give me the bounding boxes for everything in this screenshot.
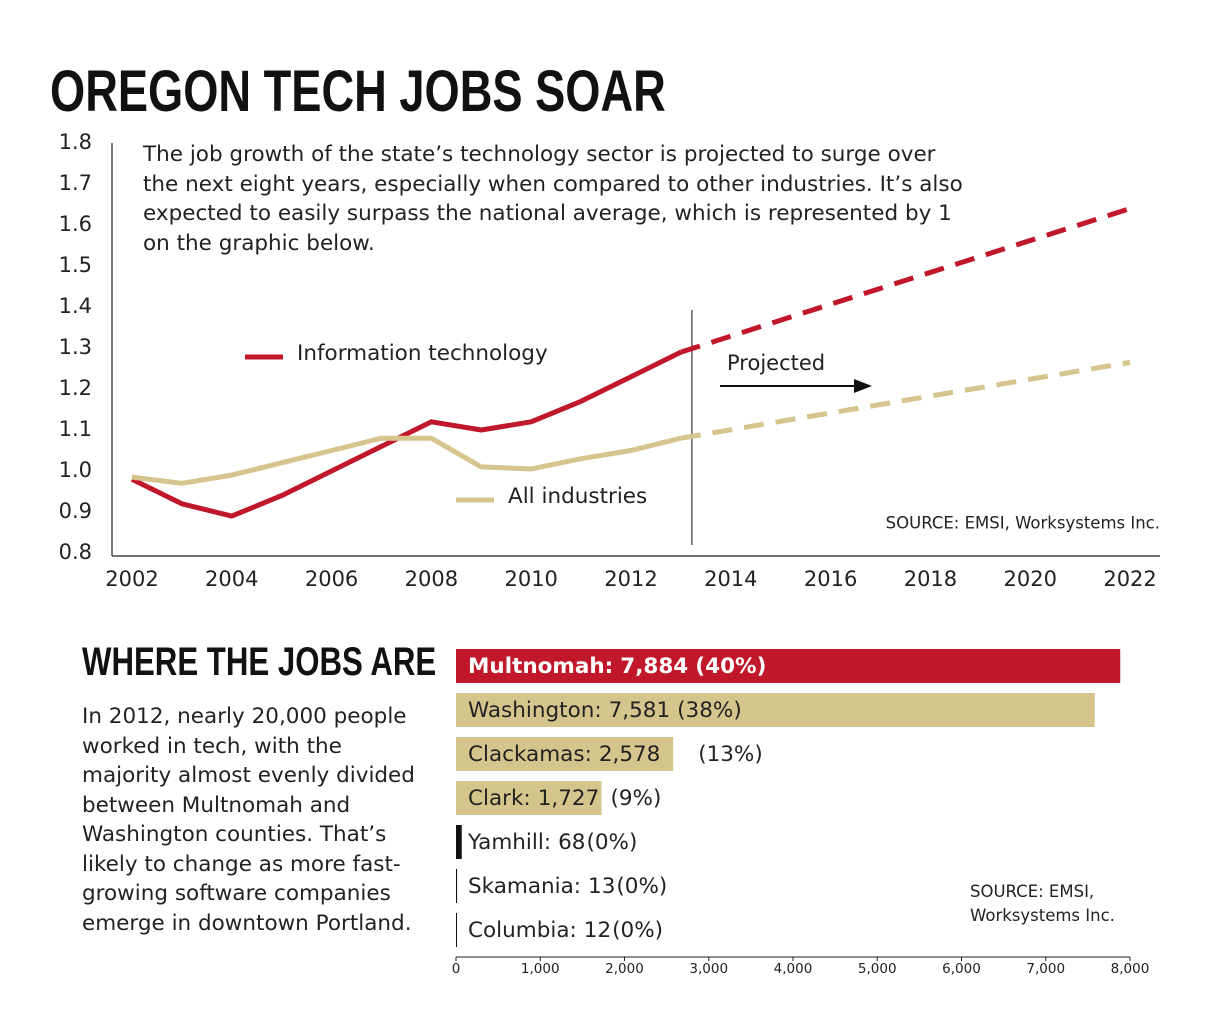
value-label: 2,578 [599,742,661,767]
legend-label: All industries [508,484,647,509]
y-tick-label: 1.6 [59,212,92,236]
x-tick-label: 2,000 [605,961,644,977]
separator: : [585,742,592,767]
line-solid [130,349,683,519]
separator: : [574,874,581,899]
bar-label: Washington: 7,581 (38%) [468,698,742,723]
x-tick-label: 2012 [604,567,657,591]
x-tick-label: 2020 [1004,567,1057,591]
x-tick-label: 2008 [405,567,458,591]
y-tick-label: 1.8 [59,130,92,154]
category-label: Clark [468,786,524,811]
y-tick-label: 1.1 [59,417,92,441]
value-label: 7,581 [609,698,671,723]
bar-label: Skamania: 13 [468,874,615,899]
x-tick-label: 5,000 [858,961,897,977]
bar-label: Clackamas: 2,578 [468,742,660,767]
line-solid [131,435,682,486]
y-tick-label: 1.0 [59,458,92,482]
x-tick-label: 2014 [704,567,757,591]
separator: : [605,654,614,679]
category-label: Yamhill [467,830,544,855]
bar [456,781,602,815]
share-label: (9%) [610,786,661,811]
value-label: 68 [558,830,585,855]
separator: : [523,786,530,811]
arrow-head [854,379,872,393]
category-label: Multnomah [468,654,605,679]
line-dashed [680,359,1131,441]
category-label: Clackamas [468,742,585,767]
separator: : [570,918,577,943]
y-tick-label: 1.3 [59,335,92,359]
share-label: (38%) [677,698,742,723]
y-tick-label: 0.8 [59,540,92,564]
share-label: (40%) [695,654,766,679]
category-label: Columbia [468,918,570,943]
x-tick-label: 6,000 [942,961,981,977]
bar [456,737,674,771]
x-tick-label: 3,000 [689,961,728,977]
x-tick-label: 8,000 [1111,961,1150,977]
bar-chart-source: SOURCE: EMSI, Worksystems Inc. [970,882,1115,925]
category-label: Washington [468,698,594,723]
x-tick-label: 2006 [305,567,358,591]
y-tick-label: 1.2 [59,376,92,400]
source: SOURCE: EMSI, Worksystems Inc. [886,514,1160,533]
share-label: (0%) [586,830,637,855]
x-tick-label: 2004 [205,567,258,591]
bar-chart-description: In 2012, nearly 20,000 people worked in … [82,704,415,936]
value-label: 7,884 [620,654,688,679]
y-tick-label: 1.4 [59,294,92,318]
x-tick-label: 4,000 [774,961,813,977]
x-tick-label: 2002 [105,567,158,591]
y-tick-label: 0.9 [59,499,92,523]
bar [456,869,458,903]
bar-label: Clark: 1,727 [468,786,599,811]
separator: : [594,698,601,723]
share-label: (0%) [616,874,667,899]
line-chart-description: The job growth of the state’s technology… [143,142,963,256]
bar-label: Multnomah: 7,884 (40%) [468,654,766,679]
value-label: 12 [584,918,611,943]
annotation: Projected [727,351,825,375]
separator: : [544,830,551,855]
bar-label: Columbia: 12 [468,918,611,943]
share-label: (13%) [698,742,763,767]
bar [456,913,458,947]
x-tick-label: 2016 [804,567,857,591]
bar-label: Yamhill: 68 [467,830,585,855]
x-tick-label: 0 [452,961,461,977]
x-tick-label: 2018 [904,567,957,591]
value-label: 13 [588,874,615,899]
bar [456,825,462,859]
bar [456,649,1121,683]
bar [456,693,1095,727]
value-label: 1,727 [538,786,600,811]
legend-label: Information technology [297,341,548,366]
share-label: (0%) [612,918,663,943]
y-tick-label: 1.5 [59,253,92,277]
x-tick-label: 1,000 [521,961,560,977]
x-tick-label: 2022 [1103,567,1156,591]
line-dashed [680,206,1131,355]
x-tick-label: 2010 [504,567,557,591]
page-title: OREGON TECH JOBS SOAR [50,59,666,124]
x-tick-label: 7,000 [1026,961,1065,977]
bar-chart-title: WHERE THE JOBS ARE [82,640,437,684]
y-tick-label: 1.7 [59,171,92,195]
category-label: Skamania [468,874,574,899]
